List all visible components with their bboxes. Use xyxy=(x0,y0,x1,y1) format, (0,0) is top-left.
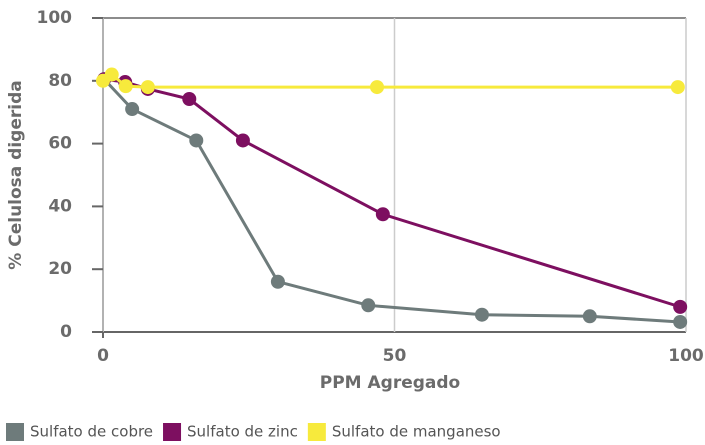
data-point xyxy=(370,80,385,95)
data-point xyxy=(673,314,688,329)
y-tick-label: 80 xyxy=(48,71,72,91)
series-line xyxy=(102,72,678,89)
data-point xyxy=(673,299,688,314)
x-tick-label: 100 xyxy=(668,346,704,366)
data-point xyxy=(582,309,597,324)
y-tick-label: 20 xyxy=(48,259,72,279)
data-point xyxy=(474,307,489,322)
data-point xyxy=(670,80,685,95)
data-point xyxy=(104,67,119,82)
legend-label: Sulfato de manganeso xyxy=(332,423,501,441)
legend-swatch xyxy=(163,423,182,441)
x-axis-label: PPM Agregado xyxy=(320,373,460,393)
data-point xyxy=(235,133,250,148)
x-tick-label: 0 xyxy=(97,346,109,366)
y-tick-label: 100 xyxy=(37,8,73,28)
legend-label: Sulfato de cobre xyxy=(30,423,153,441)
data-point xyxy=(189,133,204,148)
legend-label: Sulfato de zinc xyxy=(187,423,298,441)
x-tick-label: 50 xyxy=(383,346,407,366)
series-line xyxy=(103,77,681,309)
data-point xyxy=(125,102,140,117)
data-point xyxy=(118,79,133,94)
y-tick-label: 60 xyxy=(48,134,72,154)
y-tick-label: 40 xyxy=(48,196,72,216)
series-line xyxy=(103,78,681,324)
data-point xyxy=(270,274,285,289)
y-tick-label: 0 xyxy=(60,322,72,342)
data-point xyxy=(182,92,197,107)
data-point xyxy=(375,207,390,222)
legend-swatch xyxy=(307,423,326,441)
data-point xyxy=(361,298,376,313)
legend-swatch xyxy=(6,423,24,441)
data-point xyxy=(140,80,155,95)
y-axis-label: % Celulosa digerida xyxy=(6,80,26,269)
